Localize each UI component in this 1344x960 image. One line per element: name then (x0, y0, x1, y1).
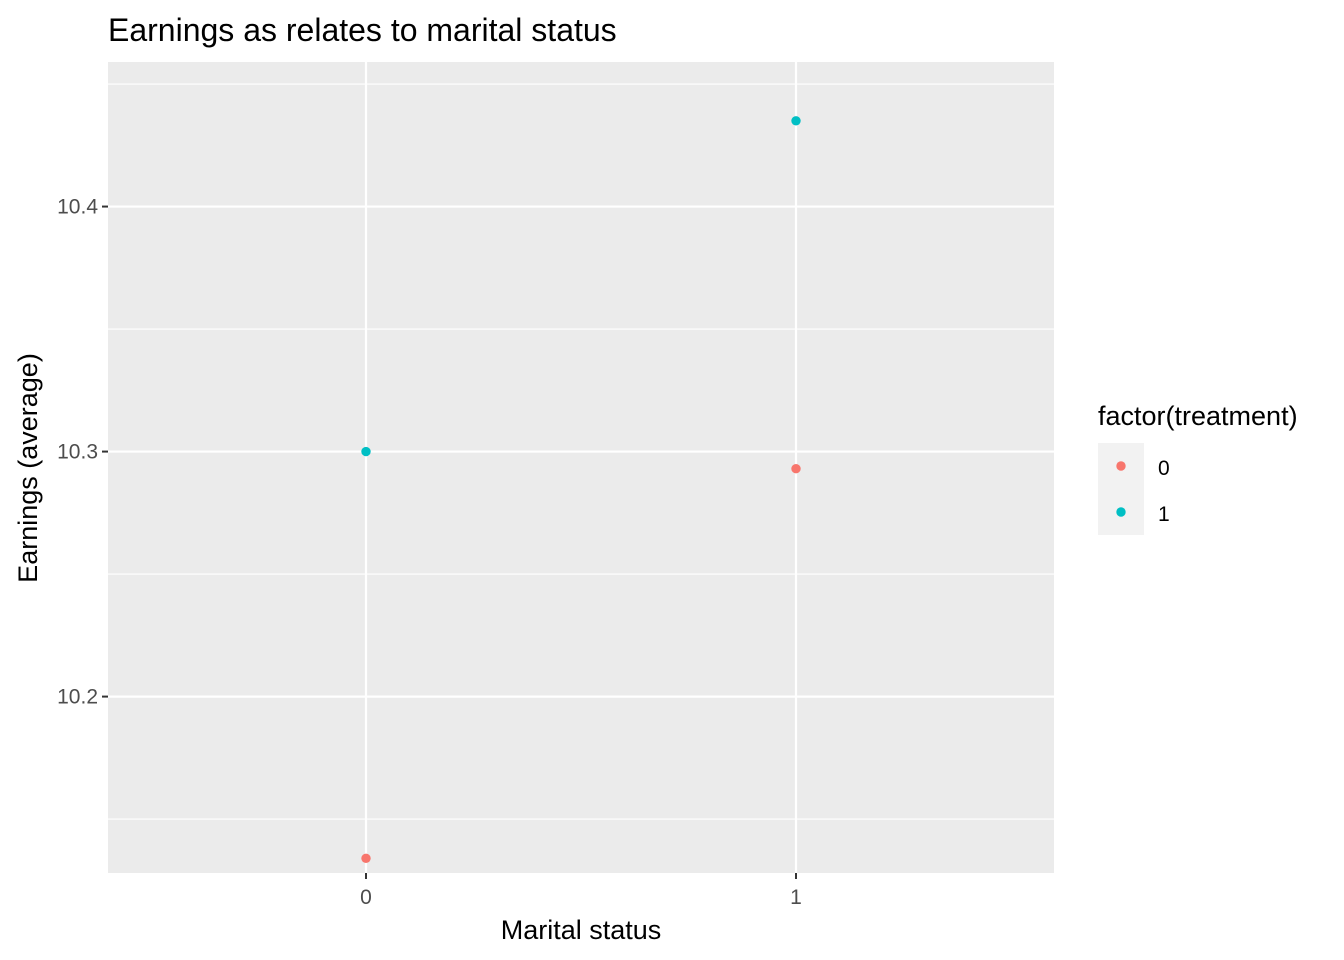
legend-label-1: 1 (1158, 503, 1170, 526)
legend-key-1 (1116, 507, 1126, 517)
legend-entries: 01 (1116, 457, 1170, 526)
y-axis-ticks: 10.2 10.3 10.4 (57, 196, 108, 709)
data-point-treatment-1 (791, 116, 801, 126)
data-points (361, 116, 801, 863)
legend-key-background (1098, 443, 1144, 535)
y-tick-label: 10.2 (57, 686, 98, 709)
x-axis-title: Marital status (501, 915, 662, 945)
legend-title: factor(treatment) (1098, 401, 1298, 431)
data-point-treatment-1 (361, 446, 371, 457)
chart-title: Earnings as relates to marital status (108, 12, 617, 48)
data-point-treatment-0 (791, 464, 801, 474)
x-tick-label: 1 (790, 886, 802, 909)
legend-label-0: 0 (1158, 457, 1170, 480)
x-tick-label: 0 (360, 886, 372, 909)
data-point-treatment-0 (361, 853, 371, 863)
plot-panel (108, 62, 1054, 873)
legend-key-0 (1116, 461, 1126, 471)
legend: factor(treatment) 01 (1098, 401, 1298, 535)
y-tick-label: 10.4 (57, 196, 98, 219)
grid-minor (108, 83, 1054, 820)
y-axis-title: Earnings (average) (13, 353, 43, 583)
y-tick-label: 10.3 (57, 441, 98, 464)
